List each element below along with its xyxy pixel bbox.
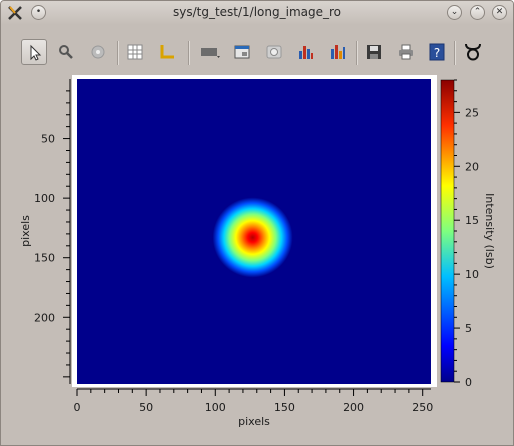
print-button[interactable] bbox=[393, 39, 419, 65]
image-stats-icon bbox=[331, 45, 345, 59]
colorbar-tick-label: 0 bbox=[465, 376, 472, 389]
x-axis: 0 50 100 150 200 250 bbox=[74, 389, 433, 414]
toolbar-separator bbox=[454, 41, 456, 65]
colorbar-tick-label: 20 bbox=[465, 160, 479, 173]
y-tick-label: 150 bbox=[34, 252, 55, 265]
title-bar: • sys/tg_test/1/long_image_ro ⌄ ⌃ ✕ bbox=[1, 1, 513, 25]
colormap-icon bbox=[201, 48, 220, 58]
toolbar-separator bbox=[117, 41, 119, 65]
colorbar-tick-label: 25 bbox=[465, 106, 479, 119]
colorbar bbox=[440, 79, 455, 383]
colorbar-tick-label: 5 bbox=[465, 322, 472, 335]
colorbar-tick-label: 15 bbox=[465, 214, 479, 227]
colorbar-tick-label: 10 bbox=[465, 268, 479, 281]
window-menu-button[interactable]: • bbox=[31, 5, 46, 20]
y-tick-label: 100 bbox=[34, 192, 55, 205]
x-tick-label: 0 bbox=[74, 401, 81, 414]
info-icon bbox=[266, 45, 282, 59]
select-tool-button[interactable] bbox=[21, 39, 47, 65]
pan-tool-button[interactable] bbox=[85, 39, 111, 65]
x-tick-label: 200 bbox=[343, 401, 364, 414]
info-button[interactable] bbox=[261, 39, 287, 65]
grid-button[interactable] bbox=[122, 39, 148, 65]
pan-icon bbox=[91, 45, 105, 59]
x-tick-label: 100 bbox=[205, 401, 226, 414]
save-icon bbox=[367, 45, 381, 59]
x-axis-label: pixels bbox=[238, 415, 270, 428]
y-tick-label: 200 bbox=[34, 311, 55, 324]
x-tick-label: 250 bbox=[412, 401, 433, 414]
taurus-icon bbox=[465, 43, 481, 61]
minimize-button[interactable]: ⌄ bbox=[447, 5, 462, 20]
help-button[interactable]: ? bbox=[424, 39, 450, 65]
gaussian-spot bbox=[212, 197, 293, 278]
axes-icon bbox=[160, 45, 174, 59]
image-stats-button[interactable] bbox=[325, 39, 351, 65]
help-icon: ? bbox=[429, 43, 445, 61]
toolbar-separator bbox=[188, 41, 190, 65]
zoom-tool-button[interactable] bbox=[53, 39, 79, 65]
y-axis-label: pixels bbox=[19, 215, 32, 247]
histogram-icon bbox=[299, 46, 313, 59]
snapshot-button[interactable] bbox=[229, 39, 255, 65]
save-button[interactable] bbox=[361, 39, 387, 65]
window-title: sys/tg_test/1/long_image_ro bbox=[172, 5, 342, 19]
x-tick-label: 50 bbox=[139, 401, 153, 414]
toolbar: ? bbox=[1, 37, 513, 71]
svg-text:?: ? bbox=[434, 46, 440, 60]
close-button[interactable]: ✕ bbox=[492, 5, 507, 20]
toolbar-separator bbox=[356, 41, 358, 65]
histogram-button[interactable] bbox=[293, 39, 319, 65]
colorbar-axis: 0 5 10 15 20 25 bbox=[454, 79, 479, 389]
x-tick-label: 150 bbox=[274, 401, 295, 414]
select-icon bbox=[30, 44, 42, 61]
zoom-icon bbox=[59, 45, 73, 59]
maximize-button[interactable]: ⌃ bbox=[470, 5, 485, 20]
colormap-button[interactable] bbox=[196, 39, 226, 65]
app-logo-icon bbox=[7, 5, 23, 21]
y-tick-label: 50 bbox=[41, 133, 55, 146]
taurus-button[interactable] bbox=[460, 39, 486, 65]
colorbar-label: Intensity (lsb) bbox=[483, 193, 496, 269]
snapshot-icon bbox=[234, 45, 250, 59]
y-axis: 50 100 150 200 bbox=[34, 90, 70, 378]
grid-icon bbox=[127, 44, 143, 60]
print-icon bbox=[399, 44, 413, 60]
axes-button[interactable] bbox=[154, 39, 180, 65]
